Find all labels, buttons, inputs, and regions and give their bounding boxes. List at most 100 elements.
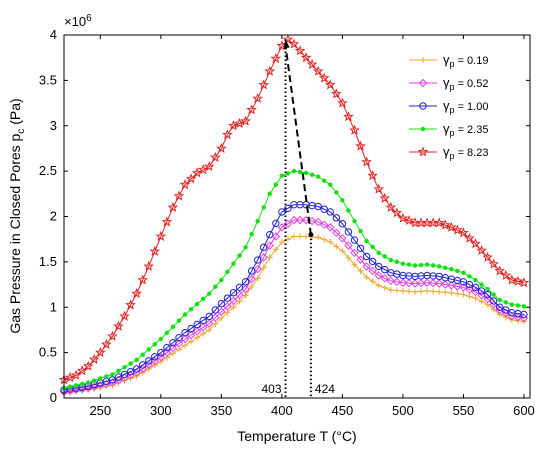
series-point-3 [455, 268, 460, 274]
series-point-3 [237, 253, 242, 258]
series-point-1 [277, 223, 287, 232]
series-point-0 [151, 362, 158, 369]
series-point-0 [472, 295, 479, 302]
legend: γp = 0.19 γp = 0.52 γp = 1.00 γp = 2.35 γp =… [402, 47, 524, 167]
legend-entry-2: γp = 1.00 [409, 98, 488, 115]
series-point-4 [76, 365, 88, 376]
ticks-layer: 250 300 350 400 450 500 550 600 0 0.5 1 1.5 2 2.5 3 3.5… [39, 27, 535, 418]
legend-entry-0: γp = 0.19 [409, 52, 488, 69]
series-4 [58, 33, 530, 385]
series-point-3 [98, 376, 103, 381]
y-tick-label: 0 [50, 390, 57, 405]
series-point-4 [82, 360, 94, 371]
series-point-4 [312, 65, 324, 76]
series-point-1 [180, 334, 190, 344]
series-point-4 [464, 232, 475, 243]
series-point-1 [241, 284, 250, 294]
y-tick-label: 2 [50, 209, 57, 224]
series-point-3 [334, 190, 339, 195]
series-point-3 [394, 259, 400, 265]
series-point-3 [92, 378, 97, 383]
series-point-2 [169, 338, 177, 347]
series-point-0 [218, 315, 225, 322]
series-point-4 [270, 52, 282, 64]
series-point-4 [452, 224, 463, 235]
series-point-2 [320, 205, 328, 213]
series-point-3 [140, 352, 145, 357]
y-tick-label: 4 [50, 27, 57, 42]
series-point-3 [437, 264, 442, 269]
series-point-2 [471, 283, 480, 291]
shift-arrow-head [283, 39, 290, 49]
series-point-1 [198, 323, 208, 332]
series-point-4 [234, 117, 245, 129]
series-point-1 [332, 228, 341, 238]
series-point-3 [128, 361, 133, 366]
series-point-2 [241, 278, 250, 286]
series-point-1 [392, 277, 402, 287]
series-point-0 [448, 289, 455, 296]
series-point-0 [399, 287, 406, 294]
series-point-4 [294, 45, 306, 56]
series-point-3 [279, 173, 285, 178]
series-point-4 [488, 258, 500, 269]
series-point-3 [170, 324, 176, 329]
series-point-4 [64, 371, 76, 383]
annotation-layer: 403 424 [261, 39, 335, 398]
series-point-2 [138, 361, 147, 369]
series-point-0 [290, 233, 297, 240]
series-point-2 [375, 262, 383, 271]
series-point-1 [205, 319, 214, 328]
series-point-4 [149, 245, 161, 256]
series-point-4 [458, 227, 469, 238]
series-point-0 [333, 243, 340, 250]
series-point-0 [206, 326, 213, 333]
legend-swatch-marker [420, 126, 426, 132]
series-point-1 [416, 278, 426, 288]
series-point-4 [433, 217, 445, 228]
series-point-4 [125, 299, 136, 310]
series-point-3 [104, 374, 109, 379]
series-point-1 [374, 271, 383, 280]
series-point-1 [350, 248, 359, 258]
series-point-2 [465, 280, 474, 289]
series-point-2 [502, 306, 510, 314]
series-point-3 [521, 304, 527, 309]
series-point-3 [322, 178, 327, 183]
series-point-0 [188, 338, 195, 345]
series-point-3 [79, 381, 85, 387]
series-point-0 [357, 267, 364, 274]
series-point-4 [137, 274, 148, 285]
series-point-0 [236, 298, 243, 305]
series-point-1 [289, 215, 299, 225]
series-point-4 [282, 33, 294, 45]
series-point-4 [113, 320, 124, 331]
x-axis-label: Temperature T (°C) [237, 428, 356, 444]
series-point-1 [168, 343, 178, 353]
series-point-3 [515, 303, 521, 308]
series-point-4 [379, 192, 391, 203]
series-point-3 [207, 291, 212, 296]
series-point-4 [131, 288, 142, 299]
series-point-1 [253, 264, 262, 274]
series-point-2 [356, 244, 365, 252]
series-point-3 [249, 231, 254, 237]
series-point-0 [381, 284, 388, 291]
series-point-1 [313, 217, 323, 227]
series-point-0 [363, 274, 370, 281]
series-line-2 [63, 204, 525, 391]
series-point-3 [194, 301, 200, 307]
series-point-1 [271, 232, 281, 241]
series-point-3 [503, 300, 508, 305]
series-point-0 [224, 309, 231, 316]
series-point-0 [194, 334, 201, 341]
series-point-0 [405, 288, 412, 295]
series-point-2 [483, 290, 492, 299]
series-point-3 [485, 286, 490, 292]
series-point-2 [211, 306, 219, 314]
series-point-1 [150, 356, 159, 366]
series-point-4 [343, 111, 354, 122]
series-point-3 [473, 277, 478, 283]
series-point-3 [315, 174, 321, 179]
series-point-0 [272, 246, 279, 253]
